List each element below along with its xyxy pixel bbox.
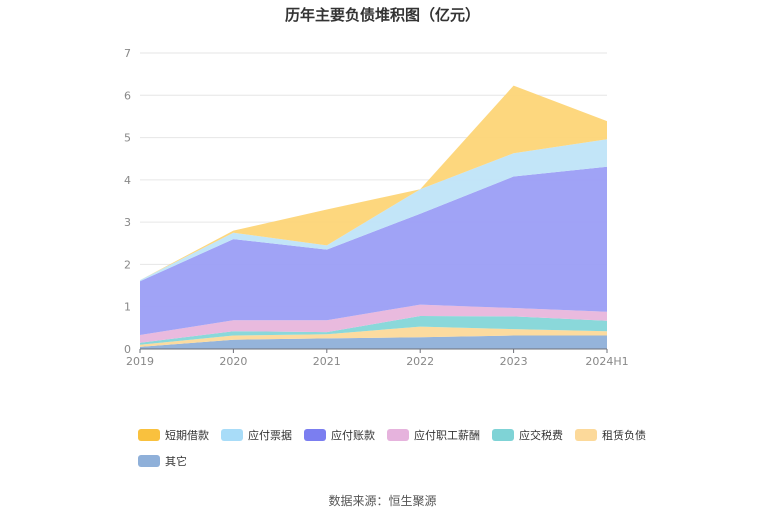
area-其它 (140, 335, 607, 349)
area-layer (140, 85, 607, 349)
legend-swatch (575, 429, 597, 441)
legend-swatch (387, 429, 409, 441)
legend-swatch (492, 429, 514, 441)
legend-swatch (138, 454, 160, 467)
y-tick-label: 1 (124, 301, 131, 314)
x-tick-label: 2021 (313, 355, 341, 368)
area-应交税费 (140, 316, 607, 345)
area-应付账款 (140, 166, 607, 335)
legend-label: 应付职工薪酬 (414, 429, 480, 442)
legend-item[interactable]: 租赁负债 (575, 429, 646, 442)
legend-item[interactable]: 应交税费 (492, 429, 563, 442)
x-tick-label: 2024H1 (585, 355, 628, 368)
y-tick-label: 0 (124, 343, 131, 356)
legend-item[interactable]: 应付票据 (221, 429, 292, 442)
legend-label: 租赁负债 (602, 429, 646, 442)
x-tick-label: 2022 (406, 355, 434, 368)
area-短期借款 (140, 85, 607, 281)
area-租赁负债 (140, 326, 607, 347)
legend-label: 应付账款 (331, 429, 375, 442)
area-应付职工薪酬 (140, 304, 607, 343)
legend-item[interactable]: 应付职工薪酬 (387, 429, 480, 442)
y-tick-label: 2 (124, 258, 131, 271)
legend-label: 其它 (165, 454, 187, 468)
y-tick-label: 6 (124, 89, 131, 102)
legend-label: 短期借款 (165, 429, 209, 442)
x-tick-label: 2023 (500, 355, 528, 368)
area-应付票据 (140, 139, 607, 282)
chart-title: 历年主要负债堆积图（亿元） (284, 6, 480, 24)
data-source: 数据来源：恒生聚源 (328, 494, 437, 508)
y-tick-label: 5 (124, 132, 131, 145)
legend-swatch (138, 429, 160, 441)
legend-item[interactable]: 应付账款 (304, 429, 375, 442)
x-tick-label: 2020 (219, 355, 247, 368)
legend-label: 应付票据 (248, 429, 292, 442)
y-tick-label: 7 (124, 47, 131, 60)
y-tick-label: 4 (124, 174, 131, 187)
stacked-area-chart: 0 1 2 3 4 5 6 7 2019 2020 2021 2022 2023 2024H1 (124, 47, 629, 368)
legend: 短期借款 应付票据 应付账款 应付职工薪酬 应交税费 租赁负债其它 (138, 426, 658, 477)
legend-item[interactable]: 短期借款 (138, 429, 209, 442)
legend-swatch (221, 429, 243, 441)
x-tick-label: 2019 (126, 355, 154, 368)
legend-label: 应交税费 (519, 429, 563, 442)
legend-item[interactable]: 其它 (138, 454, 187, 468)
y-tick-label: 3 (124, 216, 131, 229)
legend-swatch (304, 429, 326, 441)
axis-layer: 0 1 2 3 4 5 6 7 2019 2020 2021 2022 2023 2024H1 (124, 47, 629, 368)
